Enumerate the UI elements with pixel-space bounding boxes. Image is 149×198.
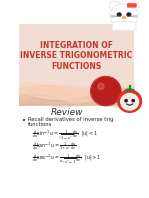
Text: functions: functions: [28, 122, 52, 127]
Text: •: •: [22, 118, 26, 124]
Text: Recall derivatives of inverse trig: Recall derivatives of inverse trig: [28, 117, 113, 122]
Circle shape: [127, 13, 131, 16]
Text: $\frac{d}{dx}\tan^{-1}\!u = \frac{1}{1+u^2}\frac{du}{dx}$: $\frac{d}{dx}\tan^{-1}\!u = \frac{1}{1+u…: [32, 141, 77, 153]
Text: $\frac{d}{dx}\sec^{-1}\!u = \frac{1}{u\sqrt{u^2-1}}\frac{du}{dx},\ |u|>1$: $\frac{d}{dx}\sec^{-1}\!u = \frac{1}{u\s…: [32, 153, 102, 166]
Circle shape: [98, 83, 104, 89]
Circle shape: [91, 76, 121, 106]
Circle shape: [117, 13, 121, 16]
Bar: [19, 105, 134, 176]
Circle shape: [110, 4, 138, 28]
Text: Review: Review: [51, 109, 83, 117]
Circle shape: [132, 100, 134, 102]
Text: $\frac{d}{dx}\sin^{-1}\!u = \frac{1}{\sqrt{1-u^2}}\frac{du}{dx},\ |u|<1$: $\frac{d}{dx}\sin^{-1}\!u = \frac{1}{\sq…: [32, 128, 99, 142]
Circle shape: [128, 1, 139, 10]
Circle shape: [121, 93, 139, 110]
Circle shape: [109, 1, 120, 10]
Circle shape: [122, 16, 125, 19]
FancyBboxPatch shape: [112, 22, 136, 31]
Bar: [19, 24, 134, 105]
Text: INTEGRATION OF
INVERSE TRIGONOMETRIC
FUNCTIONS: INTEGRATION OF INVERSE TRIGONOMETRIC FUN…: [20, 41, 132, 71]
Circle shape: [125, 100, 127, 102]
Circle shape: [118, 90, 142, 112]
FancyBboxPatch shape: [127, 3, 137, 8]
